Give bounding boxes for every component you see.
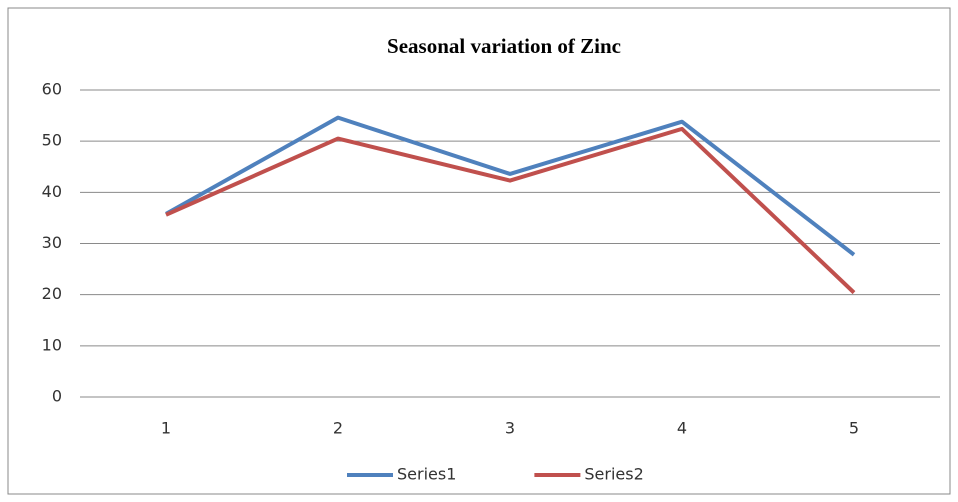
chart-border: [7, 7, 951, 495]
x-tick-label: 4: [677, 419, 687, 438]
y-tick-label: 60: [42, 80, 62, 99]
x-tick-label: 5: [849, 419, 859, 438]
chart-title: Seasonal variation of Zinc: [387, 34, 621, 58]
x-tick-label: 3: [505, 419, 515, 438]
x-tick-label: 2: [333, 419, 343, 438]
series-line: [165, 126, 856, 295]
y-tick-label: 20: [42, 284, 62, 303]
y-tick-label: 50: [42, 131, 62, 150]
legend-label: Series2: [584, 465, 643, 484]
x-tick-label: 1: [161, 419, 171, 438]
y-tick-label: 40: [42, 182, 62, 201]
series-line: [165, 115, 856, 257]
y-tick-label: 0: [52, 387, 62, 406]
y-tick-label: 30: [42, 233, 62, 252]
legend-label: Series1: [397, 465, 456, 484]
y-tick-label: 10: [42, 335, 62, 354]
